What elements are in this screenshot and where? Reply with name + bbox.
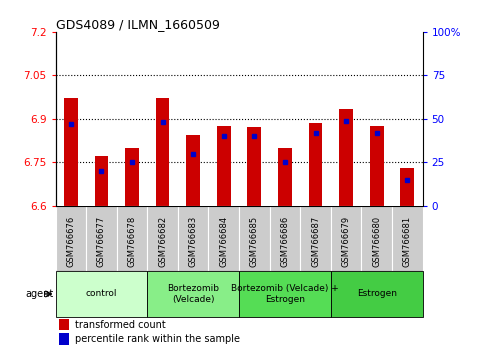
Bar (64, 98, 78, 206)
Text: percentile rank within the sample: percentile rank within the sample (75, 334, 240, 344)
Bar (56, 206, 86, 271)
Bar (370, 126, 384, 206)
Text: GSM766676: GSM766676 (66, 216, 75, 267)
Bar (186, 135, 200, 206)
Bar (95, 156, 108, 206)
Bar (331, 206, 361, 271)
Text: Bortezomib
(Velcade): Bortezomib (Velcade) (167, 284, 219, 304)
Bar (239, 206, 270, 271)
Bar (392, 206, 423, 271)
Text: GSM766679: GSM766679 (341, 216, 351, 267)
Text: GDS4089 / ILMN_1660509: GDS4089 / ILMN_1660509 (56, 18, 219, 31)
Bar (147, 271, 239, 317)
Bar (125, 148, 139, 206)
Text: GSM766684: GSM766684 (219, 216, 228, 267)
Bar (59, 333, 70, 344)
Bar (117, 206, 147, 271)
Text: GSM766678: GSM766678 (128, 216, 137, 267)
Bar (156, 98, 170, 206)
Bar (209, 206, 239, 271)
Bar (278, 148, 292, 206)
Text: agent: agent (26, 289, 54, 299)
Bar (300, 206, 331, 271)
Text: GSM766681: GSM766681 (403, 216, 412, 267)
Bar (361, 206, 392, 271)
Bar (239, 271, 331, 317)
Bar (331, 271, 423, 317)
Text: transformed count: transformed count (75, 320, 165, 330)
Text: GSM766677: GSM766677 (97, 216, 106, 267)
Text: GSM766682: GSM766682 (158, 216, 167, 267)
Text: GSM766686: GSM766686 (281, 216, 289, 267)
Text: GSM766687: GSM766687 (311, 216, 320, 267)
Bar (270, 206, 300, 271)
Text: GSM766680: GSM766680 (372, 216, 381, 267)
Text: Estrogen: Estrogen (357, 290, 397, 298)
Bar (339, 109, 353, 206)
Text: Bortezomib (Velcade) +
Estrogen: Bortezomib (Velcade) + Estrogen (231, 284, 339, 304)
Bar (147, 206, 178, 271)
Bar (247, 127, 261, 206)
Bar (400, 168, 414, 206)
Text: control: control (85, 290, 117, 298)
Bar (86, 206, 117, 271)
Bar (217, 126, 231, 206)
Text: GSM766685: GSM766685 (250, 216, 259, 267)
Bar (309, 123, 323, 206)
Bar (178, 206, 209, 271)
Text: GSM766683: GSM766683 (189, 216, 198, 267)
Bar (59, 319, 70, 331)
Bar (56, 271, 147, 317)
